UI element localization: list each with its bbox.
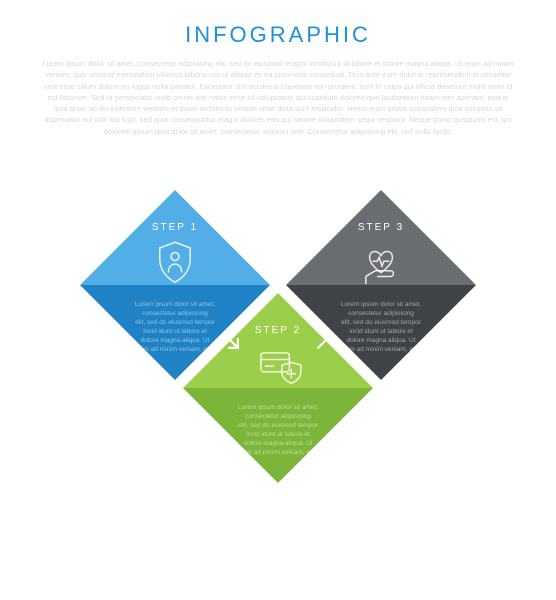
infographic-diagram: Step 1Lorem ipsum dolor sit amet,consect… <box>0 0 556 600</box>
page: Infographic Lorem ipsum dolor sit amet, … <box>0 0 556 600</box>
step-2-label: Step 2 <box>255 325 301 336</box>
step-3-label: Step 3 <box>358 222 404 233</box>
step-1-top <box>80 190 270 285</box>
step-1-label: Step 1 <box>152 222 198 233</box>
